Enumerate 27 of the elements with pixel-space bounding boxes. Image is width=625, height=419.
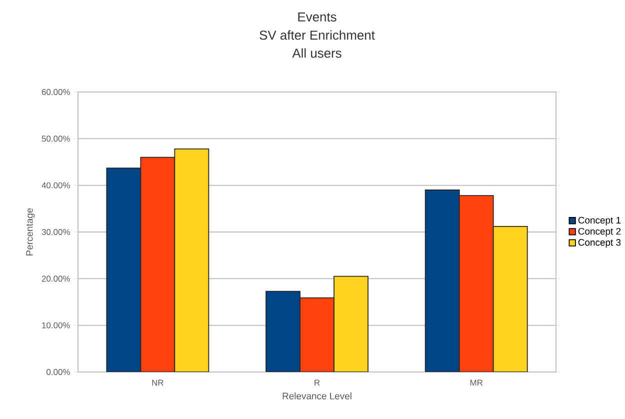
y-axis-title: Percentage	[26, 208, 35, 256]
x-axis-title: Relevance Level	[282, 392, 352, 400]
bar	[106, 168, 142, 372]
y-tick-label: 0.00%	[46, 369, 70, 375]
bar	[458, 195, 494, 372]
chart-title: Events	[298, 12, 336, 22]
x-tick-label: MR	[470, 380, 483, 386]
bar	[140, 156, 176, 372]
y-tick-label: 60.00%	[42, 89, 70, 95]
legend-label: Concept 2	[578, 228, 621, 237]
chart-subtitle: SV after Enrichment	[260, 30, 375, 40]
y-tick-label: 20.00%	[42, 276, 70, 282]
y-tick-label: 40.00%	[42, 182, 70, 188]
text: All users	[292, 48, 342, 58]
bar	[424, 190, 460, 372]
y-tick-label: 30.00%	[42, 229, 70, 235]
bar	[266, 290, 300, 372]
x-tick-label: R	[314, 380, 320, 386]
legend-label: Concept 1	[578, 216, 621, 226]
x-tick-label: NR	[152, 380, 164, 386]
bar	[174, 148, 210, 372]
legend-label: Concept 3	[578, 239, 621, 248]
bar	[334, 276, 368, 372]
y-tick-label: 10.00%	[42, 322, 70, 328]
y-tick-label: 50.00%	[42, 136, 70, 142]
bar	[300, 297, 334, 372]
bar	[492, 226, 528, 372]
